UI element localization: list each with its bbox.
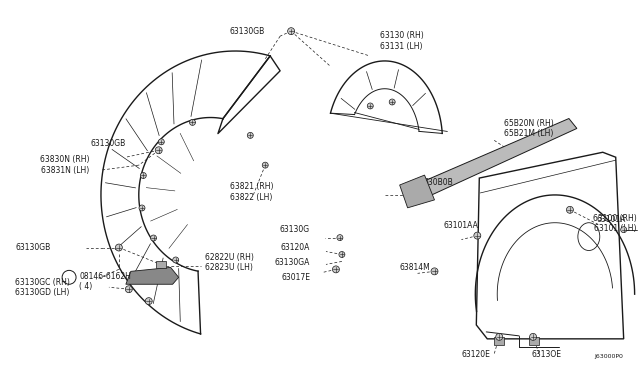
- Circle shape: [139, 205, 145, 211]
- Text: J63000P0: J63000P0: [595, 354, 623, 359]
- Text: 65B20N (RH)
65B21M (LH): 65B20N (RH) 65B21M (LH): [504, 119, 554, 138]
- Text: 08146-6162H
( 4): 08146-6162H ( 4): [79, 272, 131, 291]
- Circle shape: [125, 286, 132, 293]
- Bar: [494, 337, 504, 345]
- Circle shape: [332, 266, 339, 273]
- Bar: [156, 261, 166, 268]
- Text: 63130G: 63130G: [280, 225, 310, 234]
- Bar: [529, 337, 539, 345]
- Circle shape: [173, 257, 179, 263]
- Circle shape: [262, 162, 268, 168]
- Text: 63100 (RH)
63101 (LH): 63100 (RH) 63101 (LH): [593, 214, 637, 233]
- Circle shape: [621, 227, 627, 232]
- Circle shape: [287, 28, 294, 35]
- Circle shape: [496, 333, 502, 340]
- Circle shape: [158, 139, 164, 145]
- Text: 63130GB: 63130GB: [91, 139, 126, 148]
- Text: 63130 (RH)
63131 (LH): 63130 (RH) 63131 (LH): [380, 31, 424, 51]
- Circle shape: [566, 206, 573, 213]
- Text: 63130GA: 63130GA: [275, 258, 310, 267]
- Text: 63821 (RH)
63822 (LH): 63821 (RH) 63822 (LH): [230, 182, 274, 202]
- Circle shape: [367, 103, 373, 109]
- Circle shape: [529, 333, 536, 340]
- Polygon shape: [399, 175, 435, 208]
- Circle shape: [474, 232, 481, 239]
- Circle shape: [247, 132, 253, 138]
- Circle shape: [156, 147, 162, 154]
- Text: 63017E: 63017E: [281, 273, 310, 282]
- Text: 6313OE: 6313OE: [531, 350, 561, 359]
- Text: 63130GC (RH)
63130GD (LH): 63130GC (RH) 63130GD (LH): [15, 278, 70, 297]
- Text: 63120E: 63120E: [461, 350, 490, 359]
- Polygon shape: [126, 267, 179, 284]
- Text: 63830N (RH)
63831N (LH): 63830N (RH) 63831N (LH): [40, 155, 89, 175]
- Circle shape: [115, 244, 122, 251]
- Polygon shape: [420, 119, 577, 196]
- Text: 63120A: 63120A: [281, 243, 310, 252]
- Text: 62822U (RH)
62823U (LH): 62822U (RH) 62823U (LH): [205, 253, 254, 272]
- Circle shape: [337, 235, 343, 241]
- Circle shape: [150, 235, 157, 241]
- Circle shape: [339, 251, 345, 257]
- Circle shape: [431, 268, 438, 275]
- Text: 63101A: 63101A: [596, 215, 626, 224]
- Circle shape: [389, 99, 395, 105]
- Circle shape: [189, 119, 195, 125]
- Text: 63101AA: 63101AA: [444, 221, 478, 230]
- Text: 63814M: 63814M: [399, 263, 431, 272]
- Circle shape: [140, 173, 147, 179]
- Text: 63130GB: 63130GB: [230, 27, 265, 36]
- Text: 630B0B: 630B0B: [424, 177, 453, 186]
- Circle shape: [145, 298, 152, 305]
- Text: 63130GB: 63130GB: [15, 243, 51, 252]
